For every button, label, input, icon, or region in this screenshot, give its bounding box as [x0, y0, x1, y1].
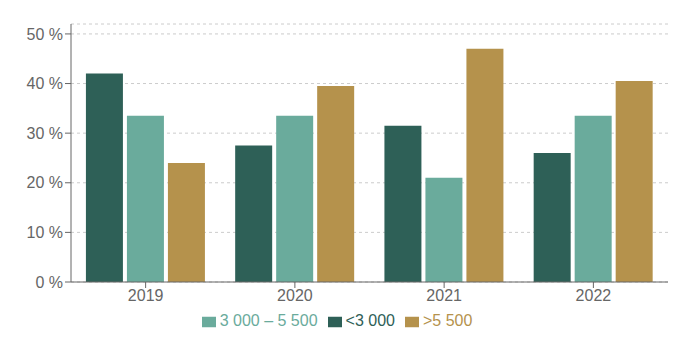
html-text:3 000 – 5 500: 3 000 – 5 500 — [219, 312, 318, 329]
svg-text:40 %: 40 % — [27, 75, 63, 92]
svg-text:0 %: 0 % — [35, 274, 63, 291]
svg-text:50 %: 50 % — [27, 26, 63, 43]
svg-text:2019: 2019 — [128, 287, 164, 304]
svg-text:20 %: 20 % — [27, 174, 63, 191]
html-text:<3 000: <3 000 — [345, 312, 395, 329]
svg-text:2020: 2020 — [277, 287, 313, 304]
html-text:>5 500: >5 500 — [422, 312, 473, 329]
svg-text:2022: 2022 — [576, 287, 612, 304]
svg-text:30 %: 30 % — [27, 125, 63, 142]
svg-text:10 %: 10 % — [27, 224, 63, 241]
svg-text:2021: 2021 — [426, 287, 462, 304]
